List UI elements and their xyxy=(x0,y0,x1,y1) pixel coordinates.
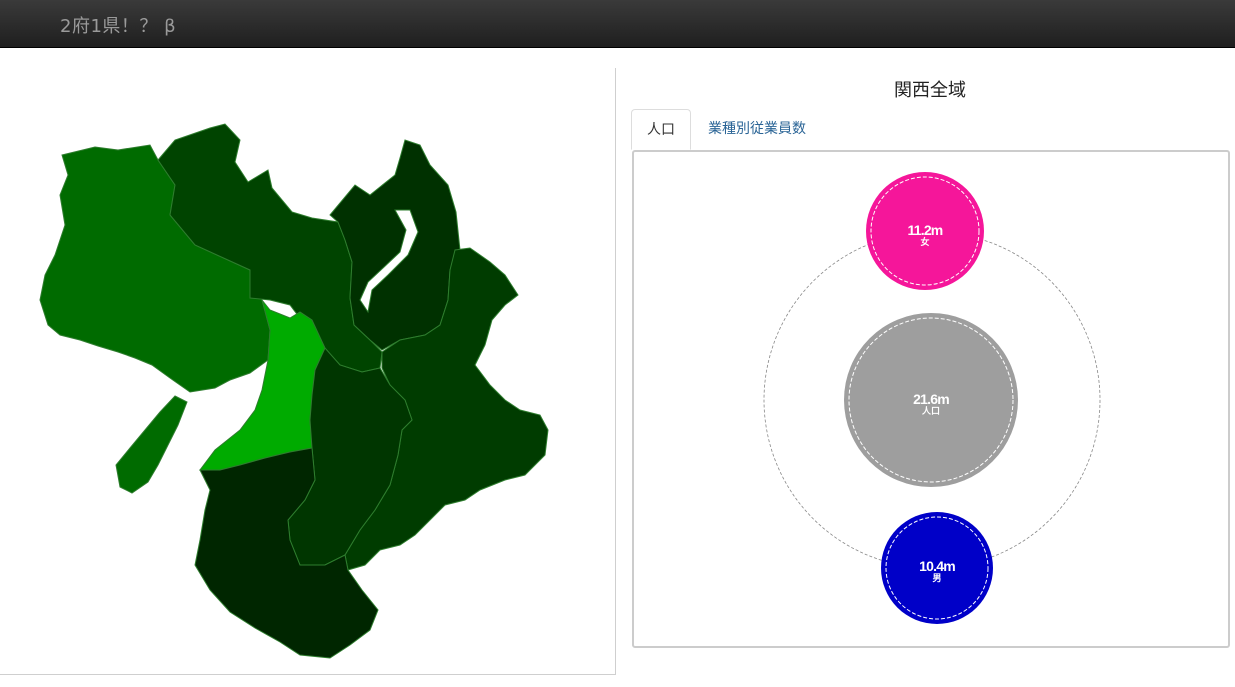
tab-population[interactable]: 人口 xyxy=(631,109,691,150)
tab-employees-by-industry[interactable]: 業種別従業員数 xyxy=(708,121,806,137)
bubble-female-circle[interactable] xyxy=(866,172,984,290)
bubble-male-circle[interactable] xyxy=(881,512,993,624)
population-bubble-chart: 11.2m 女 21.6m 人口 10.4m 男 xyxy=(632,150,1230,648)
bubble-male[interactable]: 10.4m 男 xyxy=(881,512,993,624)
top-navbar: 2府1県！？ β xyxy=(0,0,1235,48)
bubble-total[interactable]: 21.6m 人口 xyxy=(844,313,1018,487)
bubble-chart-svg: 11.2m 女 21.6m 人口 10.4m 男 xyxy=(763,172,1101,624)
brand-title[interactable]: 2府1県！？ β xyxy=(60,16,177,37)
bubble-female[interactable]: 11.2m 女 xyxy=(866,172,984,290)
kansai-map-panel xyxy=(0,68,616,675)
bubble-male-dash xyxy=(885,516,989,620)
bubble-male-label: 男 xyxy=(932,573,941,584)
bubble-female-value: 11.2m xyxy=(908,222,943,238)
prefecture-nara[interactable] xyxy=(287,347,413,566)
bubble-total-value: 21.6m xyxy=(913,391,949,407)
bubble-female-dash xyxy=(870,176,980,286)
bubble-female-label: 女 xyxy=(920,236,929,248)
bubble-male-value: 10.4m xyxy=(919,558,955,574)
bubble-total-dash xyxy=(848,317,1014,483)
bubble-total-label: 人口 xyxy=(921,405,940,417)
region-title: 関西全域 xyxy=(894,80,966,101)
bubble-total-circle[interactable] xyxy=(844,313,1018,487)
prefecture-wakayama[interactable] xyxy=(194,447,379,659)
kansai-map xyxy=(39,123,549,659)
prefecture-hyogo-awaji[interactable] xyxy=(115,395,188,494)
